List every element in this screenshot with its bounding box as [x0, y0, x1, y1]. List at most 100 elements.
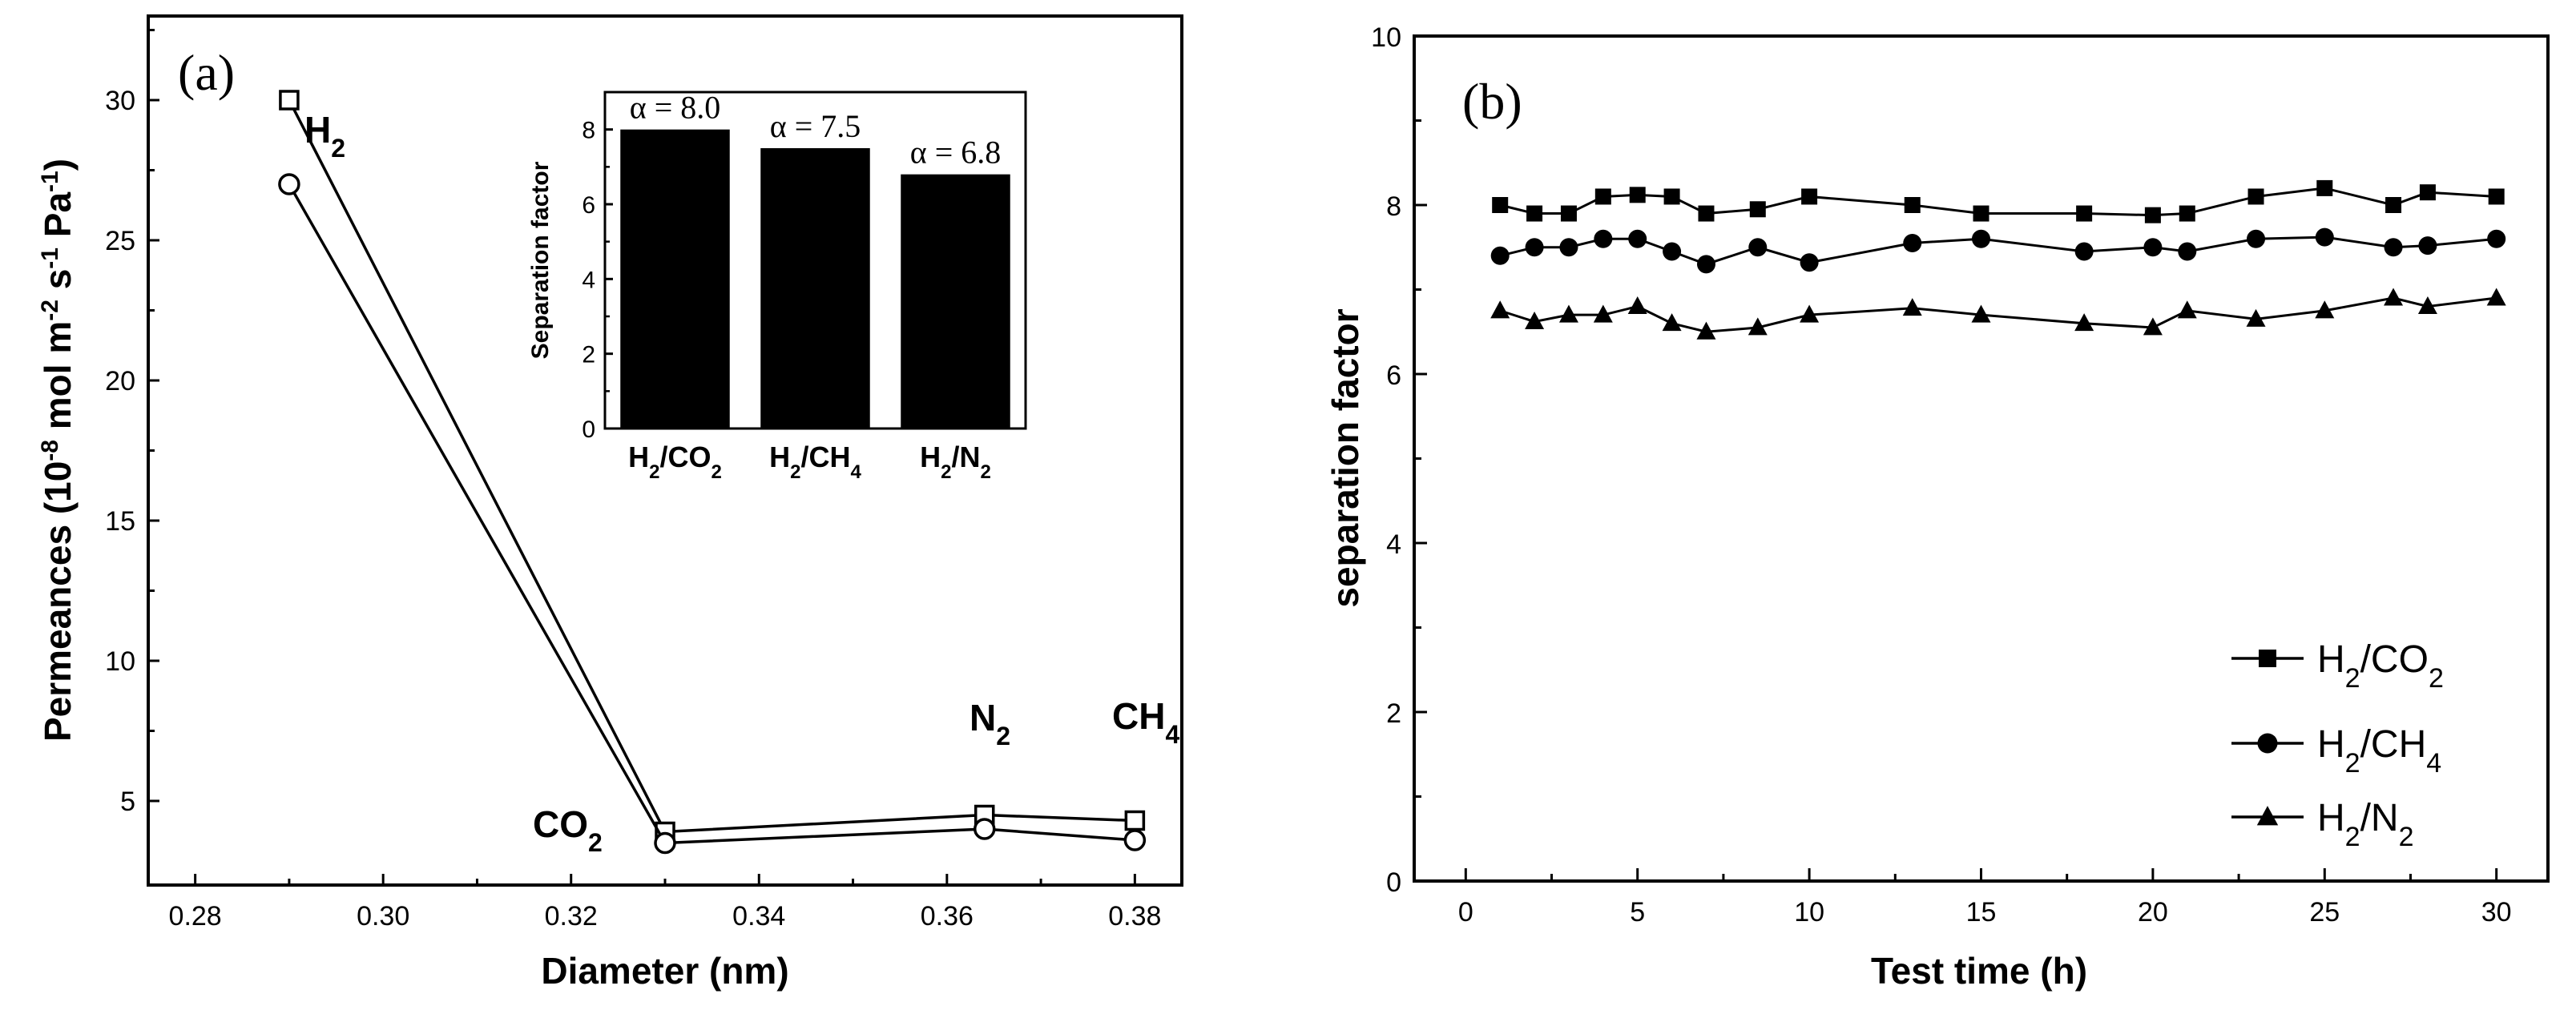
inset-category-label: H2/CO2 [628, 441, 722, 483]
gas-label: N2 [970, 697, 1010, 750]
inset-y-tick-label: 0 [582, 416, 595, 443]
series-line [288, 183, 1135, 845]
data-point [2177, 300, 2197, 319]
inset-bar [620, 129, 730, 429]
ylabel-superscript: -2 [37, 300, 63, 321]
data-point [1663, 242, 1682, 261]
x-tick-label: 0.38 [1108, 901, 1161, 932]
data-point [1492, 197, 1509, 213]
x-tick-label: 0.28 [169, 901, 222, 932]
data-point [2247, 188, 2264, 205]
series-line [288, 99, 1135, 834]
gas-label: CO2 [533, 803, 603, 857]
inset-ylabel: Separation factor [527, 161, 554, 359]
legend-part: /CH [2360, 723, 2427, 766]
y-tick-label: 25 [105, 226, 135, 256]
y-tick-label: 6 [1386, 360, 1401, 391]
data-point [1749, 201, 1766, 218]
gas-label-base: H [304, 109, 331, 151]
gas-label-base: N [970, 697, 996, 738]
gas-label: H2 [304, 109, 345, 163]
panel-b-ticks: 0 5 10 15 20 25 30 0 2 4 6 8 10 [1371, 22, 2511, 927]
data-point [2076, 205, 2093, 222]
data-point [2384, 288, 2404, 306]
gas-label-subscript: 4 [1165, 720, 1179, 749]
data-point [2316, 179, 2333, 196]
data-point [2417, 296, 2437, 315]
data-point [2315, 227, 2334, 247]
data-point [2257, 733, 2278, 754]
y-tick-label: 10 [105, 646, 135, 677]
data-point [2247, 229, 2266, 248]
panel-a-label: (a) [178, 44, 235, 101]
inset-y-tick-label: 6 [582, 192, 595, 219]
y-tick-label: 8 [1386, 191, 1401, 222]
data-point [2486, 288, 2506, 306]
data-point [1663, 188, 1680, 205]
inset-bar [760, 148, 870, 429]
data-point [1628, 229, 1647, 248]
ylabel-part: ) [37, 159, 79, 171]
legend-item: H2/CO2 [2231, 638, 2444, 694]
series-line [1499, 296, 2497, 333]
inset-y-tick-label: 4 [582, 267, 595, 293]
category-part: H [920, 441, 941, 473]
inset-y-tick-label: 8 [582, 118, 595, 144]
x-tick-label: 25 [2309, 897, 2340, 927]
gas-label-subscript: 2 [331, 134, 345, 163]
legend-part: H [2317, 797, 2345, 839]
data-point [2418, 236, 2437, 256]
gas-label-base: CO [533, 803, 588, 845]
ylabel-part: Permeances (10 [37, 461, 79, 742]
panel-b-ylabel: separation factor [1324, 308, 1366, 607]
series-line [1499, 187, 2497, 217]
panel-a-xlabel: Diameter (nm) [541, 950, 788, 992]
ylabel-superscript: -1 [37, 171, 63, 192]
x-tick-label: 30 [2481, 897, 2512, 927]
category-subscript: 2 [981, 461, 991, 483]
category-part: /CH [801, 441, 851, 473]
panel-a-ylabel: Permeances (10-8 mol m-2 s-1 Pa-1) [37, 159, 79, 742]
legend-item: H2/N2 [2231, 797, 2414, 852]
legend-subscript: 2 [2345, 822, 2360, 852]
data-point [278, 173, 300, 195]
legend-label: H2/N2 [2317, 797, 2414, 852]
data-point [1558, 304, 1578, 323]
panel-b: (b) Test time (h) separation factor 0 5 10… [1324, 22, 2550, 992]
x-tick-label: 0.36 [921, 901, 974, 932]
y-tick-label: 4 [1386, 529, 1401, 560]
data-point [2385, 197, 2402, 213]
category-part: H [769, 441, 790, 473]
panel-b-xlabel: Test time (h) [1871, 950, 2087, 992]
x-tick-label: 20 [2138, 897, 2168, 927]
series-circle [278, 173, 1147, 855]
inset-value-label: α = 7.5 [770, 108, 861, 144]
y-tick-label: 10 [1371, 22, 1401, 53]
category-part: /CO [659, 441, 711, 473]
data-point [1801, 188, 1818, 205]
data-point [1973, 205, 1989, 222]
x-tick-label: 0 [1458, 897, 1473, 927]
data-point [973, 818, 996, 840]
data-point [1124, 810, 1146, 831]
data-point [1696, 321, 1716, 340]
data-point [279, 90, 300, 111]
y-tick-label: 2 [1386, 698, 1401, 729]
data-point [2074, 242, 2094, 261]
data-point [1560, 205, 1577, 222]
panel-a: (a) Diameter (nm) Permeances (10-8 mol m… [37, 14, 1183, 992]
data-point [1800, 253, 1819, 272]
data-point [1903, 233, 1922, 252]
data-point [1748, 238, 1768, 257]
gas-label-subscript: 2 [996, 722, 1010, 750]
data-point [1594, 229, 1613, 248]
ylabel-part: mol m [37, 321, 79, 440]
series-line [1499, 235, 2497, 266]
category-part: H [628, 441, 649, 473]
data-point [2178, 242, 2197, 261]
data-point [1696, 255, 1715, 274]
data-point [2419, 184, 2436, 201]
